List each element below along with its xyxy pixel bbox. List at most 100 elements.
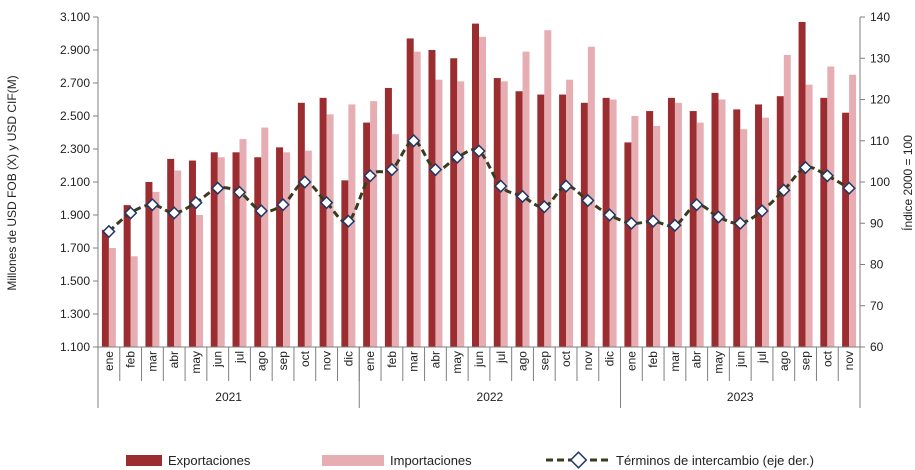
bar-importaciones xyxy=(783,54,791,347)
bar-importaciones xyxy=(326,114,334,347)
x-tick-label: abr xyxy=(167,351,181,368)
point-terminos-intercambio xyxy=(668,218,682,233)
bar-exportaciones xyxy=(798,21,806,347)
bar-importaciones xyxy=(500,81,508,347)
x-tick-label: mar xyxy=(145,351,159,372)
bar-exportaciones xyxy=(319,97,327,347)
x-tick-label: may xyxy=(450,351,464,374)
bar-importaciones xyxy=(391,134,399,347)
bar-importaciones xyxy=(696,122,704,347)
bar-exportaciones xyxy=(167,158,175,347)
x-tick-label: jun xyxy=(733,351,747,368)
point-terminos-intercambio xyxy=(559,179,573,193)
bar-exportaciones xyxy=(341,180,349,347)
x-tick-label: oct xyxy=(298,350,312,367)
line-terminos-intercambio xyxy=(107,139,850,233)
x-tick-label: sep xyxy=(537,351,551,371)
bar-exportaciones xyxy=(276,147,284,347)
x-tick-label: oct xyxy=(559,350,573,367)
x-tick-label: ago xyxy=(516,351,530,371)
bar-importaciones xyxy=(304,150,312,347)
bar-importaciones xyxy=(283,152,291,347)
bar-exportaciones xyxy=(689,111,697,347)
bar-importaciones xyxy=(457,81,465,347)
y-tick-label: 1.300 xyxy=(60,307,90,321)
point-terminos-intercambio xyxy=(363,169,377,183)
bar-importaciones xyxy=(239,139,247,347)
bar-exportaciones xyxy=(450,58,458,347)
bar-importaciones xyxy=(849,74,857,347)
y2-tick-label: 100 xyxy=(870,175,890,189)
x-tick-label: jun xyxy=(472,351,486,368)
bar-importaciones xyxy=(152,191,160,347)
bar-importaciones xyxy=(217,157,225,347)
bar-importaciones xyxy=(740,129,748,347)
x-tick-label: sep xyxy=(799,351,813,371)
x-tick-label: mar xyxy=(407,351,421,372)
point-terminos-intercambio xyxy=(624,216,639,230)
legend-swatch-importaciones xyxy=(322,455,384,466)
point-terminos-intercambio xyxy=(232,185,247,200)
bar-importaciones xyxy=(348,104,356,347)
bar-exportaciones xyxy=(384,87,392,347)
point-terminos-intercambio xyxy=(385,162,399,177)
point-terminos-intercambio xyxy=(842,181,856,195)
bar-exportaciones xyxy=(254,157,262,347)
x-tick-label: nov xyxy=(842,351,856,370)
bar-importaciones xyxy=(805,84,813,348)
bar-exportaciones xyxy=(123,205,131,347)
y2-axis-title: Índice 2000 = 100 xyxy=(900,135,915,231)
point-terminos-intercambio xyxy=(515,189,530,204)
bar-exportaciones xyxy=(602,97,610,347)
point-terminos-intercambio xyxy=(494,179,508,193)
point-terminos-intercambio xyxy=(537,200,552,214)
bar-importaciones xyxy=(108,248,116,347)
point-terminos-intercambio xyxy=(711,210,726,224)
bar-importaciones xyxy=(261,127,269,347)
bar-importaciones xyxy=(762,117,770,348)
y2-tick-label: 80 xyxy=(870,258,884,272)
x-tick-label: feb xyxy=(646,351,660,368)
x-tick-label: nov xyxy=(581,351,595,370)
bar-exportaciones xyxy=(537,94,545,347)
x-tick-label: may xyxy=(711,351,725,374)
point-terminos-intercambio xyxy=(406,134,421,148)
bar-exportaciones xyxy=(776,96,784,347)
bar-exportaciones xyxy=(580,102,588,347)
point-terminos-intercambio xyxy=(189,195,203,210)
legend-label-terminos: Términos de intercambio (eje der.) xyxy=(616,453,814,468)
y-tick-label: 2.900 xyxy=(60,43,90,57)
x-tick-label: ene xyxy=(363,351,377,371)
x-tick-label: abr xyxy=(428,351,442,368)
y2-tick-label: 90 xyxy=(870,216,884,230)
x-tick-label: abr xyxy=(690,351,704,368)
point-terminos-intercambio xyxy=(102,224,116,239)
x-tick-label: mar xyxy=(668,351,682,372)
ticks-layer: 1.100 1.300 1.500 1.700 1.900 2.100 2.300 2.500… xyxy=(60,10,890,404)
legend-marker-terminos xyxy=(569,451,588,469)
y-tick-label: 1.900 xyxy=(60,208,90,222)
y-tick-label: 2.500 xyxy=(60,109,90,123)
bar-exportaciones xyxy=(101,229,109,347)
y-tick-label: 2.100 xyxy=(60,175,90,189)
point-terminos-intercambio xyxy=(276,197,290,212)
y2-tick-label: 130 xyxy=(870,51,890,65)
bar-importaciones xyxy=(587,46,595,347)
bar-exportaciones xyxy=(188,160,196,347)
point-terminos-intercambio xyxy=(798,160,813,175)
x-tick-label: dic xyxy=(603,351,617,366)
bar-importaciones xyxy=(718,99,726,347)
bar-importaciones xyxy=(130,256,138,347)
point-terminos-intercambio xyxy=(581,193,595,208)
bar-importaciones xyxy=(370,101,378,348)
line-layer xyxy=(102,134,856,239)
x-tick-label: nov xyxy=(320,351,334,370)
point-terminos-intercambio xyxy=(450,150,464,164)
axes-layer xyxy=(93,16,865,408)
bar-exportaciones xyxy=(145,182,153,347)
bar-exportaciones xyxy=(428,50,436,347)
bar-exportaciones xyxy=(297,102,305,347)
point-terminos-intercambio xyxy=(254,204,269,218)
point-terminos-intercambio xyxy=(472,144,486,158)
x-tick-label: ene xyxy=(624,351,638,371)
